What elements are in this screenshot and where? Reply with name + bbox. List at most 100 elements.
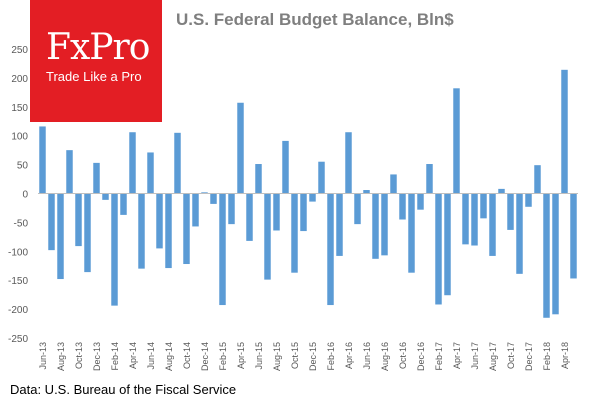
bar-Mar-17: [444, 193, 451, 296]
data-source-note: Data: U.S. Bureau of the Fiscal Service: [10, 382, 237, 397]
bar-Sep-16: [390, 174, 397, 194]
x-tick-label: Oct-13: [74, 342, 84, 369]
bar-May-14: [138, 193, 145, 269]
bar-Oct-17: [507, 193, 514, 230]
x-tick-label: Oct-14: [182, 342, 192, 369]
x-tick-label: Aug-14: [164, 342, 174, 371]
x-tick-label: Apr-18: [560, 342, 570, 369]
x-tick-label: Jun-13: [38, 342, 48, 370]
y-tick-label: -200: [8, 305, 28, 316]
x-tick-label: Apr-16: [344, 342, 354, 369]
bar-May-16: [354, 193, 361, 225]
bar-Mar-15: [228, 193, 235, 225]
bar-Aug-14: [165, 193, 172, 269]
bar-Nov-17: [516, 193, 523, 274]
bar-Dec-17: [525, 193, 532, 207]
brand-logo: FxPro Trade Like a Pro: [30, 0, 162, 122]
bar-Apr-17: [453, 88, 460, 194]
bar-Sep-17: [498, 188, 505, 194]
bar-Jun-17: [471, 193, 478, 246]
bar-Jun-15: [255, 164, 262, 194]
y-tick-label: 250: [11, 45, 28, 56]
bar-series: [39, 69, 577, 318]
bar-Jul-17: [480, 193, 487, 219]
bar-Dec-15: [309, 193, 316, 202]
x-tick-label: Apr-14: [128, 342, 138, 369]
bar-Sep-15: [282, 140, 289, 194]
x-tick-label: Aug-17: [488, 342, 498, 371]
x-tick-label: Feb-18: [542, 342, 552, 371]
bar-May-15: [246, 193, 253, 241]
bar-Jan-14: [102, 193, 109, 200]
y-tick-label: 200: [11, 74, 28, 85]
bar-Feb-16: [327, 193, 334, 306]
bar-Oct-16: [399, 193, 406, 220]
x-tick-label: Jun-17: [470, 342, 480, 370]
bar-Jul-14: [156, 193, 163, 249]
bar-Jan-17: [426, 164, 433, 194]
bar-Sep-14: [174, 132, 181, 194]
bar-May-18: [570, 193, 577, 279]
bar-Mar-16: [336, 193, 343, 256]
y-tick-label: 50: [17, 161, 29, 172]
bar-Jan-15: [210, 193, 217, 204]
bar-Jul-16: [372, 193, 379, 259]
bar-Nov-15: [300, 193, 307, 232]
x-tick-label: Feb-17: [434, 342, 444, 371]
bar-Feb-14: [111, 193, 118, 306]
bar-Feb-17: [435, 193, 442, 305]
x-tick-label: Oct-16: [398, 342, 408, 369]
x-tick-label: Apr-17: [452, 342, 462, 369]
x-tick-label: Aug-13: [56, 342, 66, 371]
x-tick-label: Jun-16: [362, 342, 372, 370]
y-tick-label: -100: [8, 247, 28, 258]
bar-Jun-16: [363, 190, 370, 194]
bar-Apr-16: [345, 132, 352, 194]
bar-Dec-13: [93, 162, 100, 194]
x-tick-label: Oct-15: [290, 342, 300, 369]
bar-Aug-13: [57, 193, 64, 280]
bar-Dec-16: [417, 193, 424, 210]
bar-Dec-14: [201, 192, 208, 194]
bar-Nov-13: [84, 193, 91, 273]
bar-Aug-15: [273, 193, 280, 231]
y-tick-label: 100: [11, 132, 28, 143]
x-tick-label: Aug-15: [272, 342, 282, 371]
brand-tagline: Trade Like a Pro: [46, 69, 142, 84]
y-tick-label: 150: [11, 103, 28, 114]
bar-Jun-13: [39, 126, 46, 194]
bar-Jan-16: [318, 161, 325, 194]
x-tick-label: Dec-13: [92, 342, 102, 371]
brand-name: FxPro: [46, 27, 150, 68]
y-axis: -250 -200 -150 -100 -50 0 50 100 150 200 250: [8, 45, 28, 345]
bar-Oct-14: [183, 193, 190, 265]
bar-Aug-17: [489, 193, 496, 256]
x-tick-label: Feb-15: [218, 342, 228, 371]
bar-Jan-18: [534, 165, 541, 194]
bar-Nov-16: [408, 193, 415, 273]
y-tick-label: -50: [14, 218, 29, 229]
x-tick-label: Jun-14: [146, 342, 156, 370]
x-tick-label: Dec-15: [308, 342, 318, 371]
bar-Apr-14: [129, 132, 136, 194]
bar-Jul-15: [264, 193, 271, 280]
bar-Oct-15: [291, 193, 298, 273]
x-tick-label: Dec-14: [200, 342, 210, 371]
x-tick-label: Feb-16: [326, 342, 336, 371]
x-tick-label: Dec-17: [524, 342, 534, 371]
bar-Jun-14: [147, 152, 154, 194]
bar-May-17: [462, 193, 469, 245]
bar-Feb-18: [543, 193, 550, 318]
x-tick-label: Feb-14: [110, 342, 120, 371]
bar-Jul-13: [48, 193, 55, 251]
bar-Oct-13: [75, 193, 82, 247]
bar-Mar-18: [552, 193, 559, 315]
bar-Aug-16: [381, 193, 388, 256]
x-tick-label: Aug-16: [380, 342, 390, 371]
y-tick-label: -250: [8, 334, 28, 345]
bar-Feb-15: [219, 193, 226, 306]
bar-Apr-15: [237, 102, 244, 194]
bar-Mar-14: [120, 193, 127, 215]
x-tick-label: Apr-15: [236, 342, 246, 369]
